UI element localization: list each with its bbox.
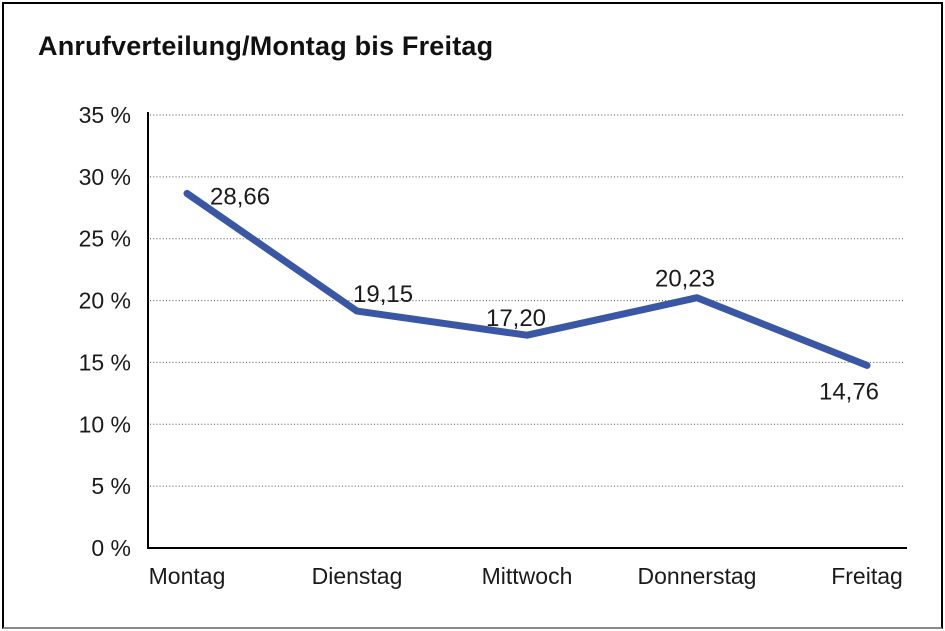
x-tick-label: Freitag — [831, 563, 903, 589]
data-point-label: 14,76 — [819, 378, 879, 405]
data-point-label: 19,15 — [353, 281, 413, 308]
data-point-label: 28,66 — [210, 183, 270, 210]
y-tick-label: 10 % — [79, 411, 131, 437]
y-tick-label: 25 % — [79, 226, 131, 252]
x-tick-label: Donnerstag — [638, 563, 757, 589]
y-tick-label: 35 % — [79, 102, 131, 128]
chart-title: Anrufverteilung/Montag bis Freitag — [38, 31, 494, 61]
y-tick-label: 15 % — [79, 349, 131, 375]
x-tick-label: Dienstag — [312, 563, 403, 589]
data-point-label: 17,20 — [486, 305, 546, 332]
x-tick-label: Mittwoch — [482, 563, 573, 589]
y-tick-label: 30 % — [79, 164, 131, 190]
x-tick-label: Montag — [149, 563, 226, 589]
data-line — [183, 189, 871, 369]
data-point-label: 20,23 — [655, 266, 715, 293]
y-tick-label: 5 % — [91, 473, 131, 499]
y-tick-label: 20 % — [79, 288, 131, 314]
y-tick-label: 0 % — [91, 535, 131, 561]
